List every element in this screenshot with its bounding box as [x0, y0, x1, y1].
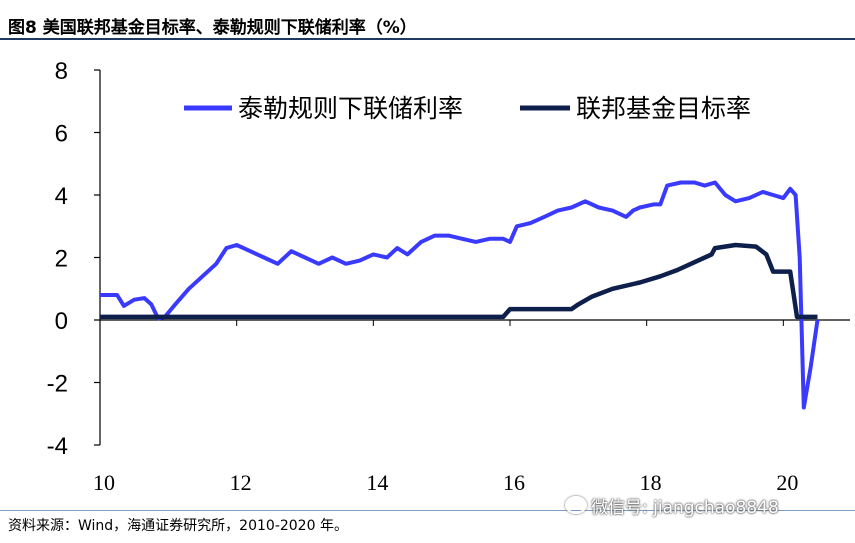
legend-label: 联邦基金目标率	[576, 94, 751, 123]
wechat-icon	[565, 496, 587, 514]
y-tick-label: -2	[47, 371, 68, 398]
x-tick-label: 12	[230, 470, 252, 495]
series-line-taylor-rule	[100, 180, 820, 410]
watermark: 微信号: jiangchao8848	[565, 493, 779, 518]
legend-label: 泰勒规则下联储利率	[238, 94, 463, 123]
source-note: 资料来源：Wind，海通证券研究所，2010-2020 年。	[8, 518, 348, 534]
title-divider	[0, 38, 855, 40]
y-tick-label: 0	[55, 308, 68, 335]
watermark-text: 微信号: jiangchao8848	[591, 498, 779, 518]
y-tick-label: 2	[55, 246, 68, 273]
x-tick-label: 10	[93, 470, 115, 495]
y-tick-label: -4	[47, 433, 68, 460]
series-line-fed-funds-target	[100, 242, 818, 320]
x-tick-label: 20	[776, 470, 798, 495]
x-tick-label: 16	[503, 470, 525, 495]
y-tick-label: 8	[55, 58, 68, 85]
footer-divider	[0, 510, 855, 511]
figure-title: 图8 美国联邦基金目标率、泰勒规则下联储利率（%）	[8, 18, 417, 38]
x-tick-label: 14	[366, 470, 388, 495]
y-tick-label: 4	[55, 183, 68, 210]
y-tick-label: 6	[55, 121, 68, 148]
x-tick-label: 18	[640, 470, 662, 495]
